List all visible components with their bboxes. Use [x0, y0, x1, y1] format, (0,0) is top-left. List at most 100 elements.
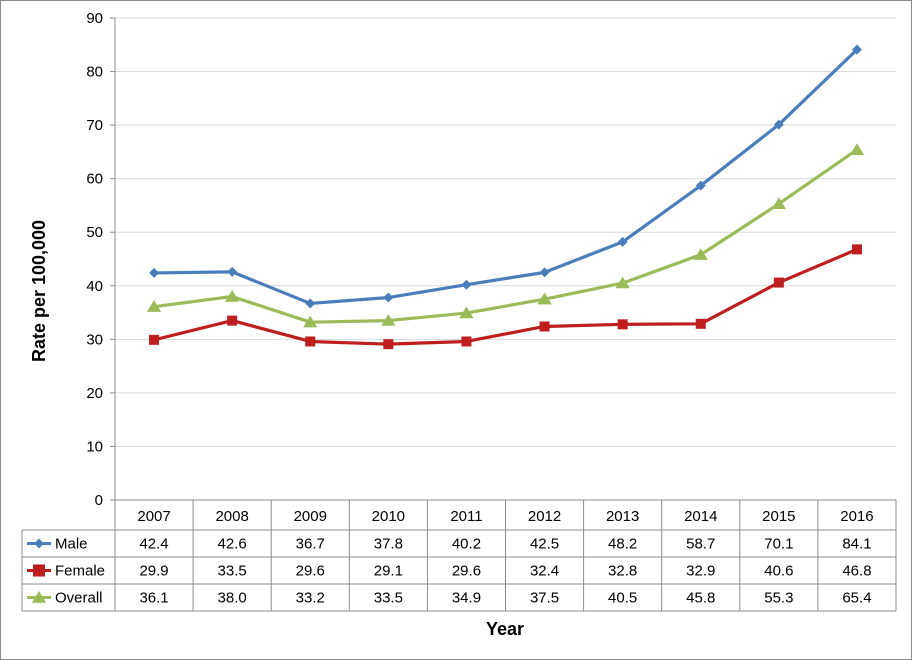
data-point	[773, 277, 784, 288]
x-tick-label: 2009	[294, 508, 327, 525]
series-male	[149, 44, 862, 309]
table-cell-value: 65.4	[842, 590, 871, 607]
data-point	[383, 292, 394, 303]
series-overall	[146, 143, 865, 328]
series-line	[154, 48, 859, 306]
table-cell-value: 38.0	[218, 590, 247, 607]
data-point	[225, 289, 240, 302]
data-point	[149, 334, 160, 345]
y-axis: 0 10 20 30 40 50 60 70 80 90	[86, 10, 116, 509]
table-cell-value: 32.4	[530, 563, 559, 580]
x-tick-label: 2015	[762, 508, 795, 525]
legend-key-marker	[31, 591, 47, 603]
y-tick-label: 30	[86, 331, 103, 348]
table-cell-value: 29.1	[374, 563, 403, 580]
table-cell-value: 29.9	[139, 563, 168, 580]
data-point	[461, 336, 472, 347]
legend-key-marker	[33, 564, 45, 577]
table-cell-value: 36.7	[296, 536, 325, 553]
data-point	[771, 197, 786, 210]
table-cell-value: 34.9	[452, 590, 481, 607]
data-point	[615, 276, 630, 289]
y-tick-label: 0	[95, 492, 103, 509]
y-tick-label: 20	[86, 385, 103, 402]
legend-entry: Overall	[55, 590, 103, 607]
data-point	[305, 336, 316, 347]
table-cell-value: 45.8	[686, 590, 715, 607]
table-cell-value: 33.5	[374, 590, 403, 607]
data-point	[693, 248, 708, 260]
table-cell-value: 32.8	[608, 563, 637, 580]
data-point	[381, 314, 396, 326]
x-tick-label: 2014	[684, 508, 717, 525]
table-cell-value: 42.5	[530, 536, 559, 553]
y-tick-label: 70	[86, 117, 103, 134]
table-cell-value: 36.1	[139, 590, 168, 607]
data-point	[149, 267, 160, 278]
y-tick-label: 10	[86, 438, 103, 455]
data-point	[461, 279, 472, 290]
table-cell-value: 33.5	[218, 563, 247, 580]
table-cell-value: 46.8	[842, 563, 871, 580]
y-tick-label: 50	[86, 224, 103, 241]
table-cell-value: 58.7	[686, 536, 715, 553]
table-cell-value: 40.2	[452, 536, 481, 553]
table-cell-value: 40.6	[764, 563, 793, 580]
legend-key-marker	[34, 538, 44, 549]
series-line	[153, 148, 858, 324]
y-tick-label: 60	[86, 171, 103, 188]
data-point	[849, 143, 865, 155]
table-cell-value: 55.3	[764, 590, 793, 607]
x-tick-label: 2013	[606, 508, 639, 525]
series-female	[149, 244, 862, 350]
y-tick-label: 80	[86, 64, 103, 81]
data-point	[459, 306, 474, 319]
data-point	[695, 318, 706, 329]
x-axis-title: Year	[486, 619, 524, 639]
table-cell-value: 29.6	[296, 563, 325, 580]
series-line	[153, 247, 858, 346]
table-cell-value: 70.1	[764, 536, 793, 553]
data-table: 2007 2008 2009 2010 2011 2012 2013 2014 2015 2016…	[21, 499, 897, 612]
x-tick-label: 2011	[450, 508, 482, 525]
data-point	[303, 315, 318, 328]
data-point	[305, 298, 316, 309]
gridlines	[115, 17, 896, 447]
legend-entry: Male	[55, 536, 88, 553]
y-tick-label: 40	[86, 278, 103, 295]
data-point	[851, 244, 862, 255]
series-lines	[146, 44, 865, 350]
data-point	[539, 321, 550, 332]
table-cell-value: 29.6	[452, 563, 481, 580]
table-cell-value: 32.9	[686, 563, 715, 580]
x-tick-label: 2008	[215, 508, 248, 525]
data-point	[539, 267, 550, 278]
data-point	[227, 266, 238, 277]
data-point	[695, 180, 706, 191]
data-point	[146, 300, 162, 312]
legend-entry: Female	[55, 563, 105, 580]
table-cell-value: 48.2	[608, 536, 637, 553]
x-tick-label: 2012	[528, 508, 561, 525]
data-point	[851, 44, 862, 55]
data-point	[617, 319, 628, 330]
x-tick-label: 2010	[372, 508, 405, 525]
data-point	[773, 119, 784, 130]
table-cell-value: 33.2	[296, 590, 325, 607]
x-tick-label: 2016	[840, 508, 873, 525]
data-point	[383, 339, 394, 350]
table-cell-value: 84.1	[842, 536, 871, 553]
table-cell-value: 37.8	[374, 536, 403, 553]
y-tick-label: 90	[86, 10, 103, 27]
table-cell-value: 40.5	[608, 590, 637, 607]
data-point	[617, 236, 628, 247]
y-axis-title: Rate per 100,000	[29, 220, 49, 362]
table-cell-value: 42.6	[218, 536, 247, 553]
table-cell-value: 42.4	[139, 536, 168, 553]
x-tick-label: 2007	[137, 508, 170, 525]
data-point	[227, 315, 238, 326]
data-point	[537, 292, 552, 305]
table-cell-value: 37.5	[530, 590, 559, 607]
